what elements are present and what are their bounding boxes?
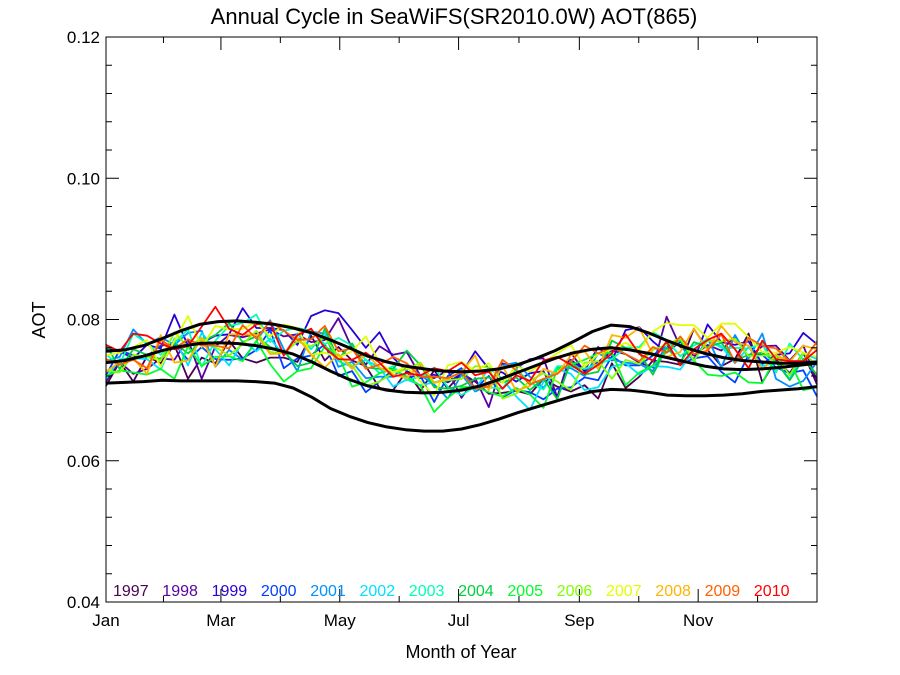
smoothed-curve-2 [105, 341, 818, 395]
y-axis: 0.04 0.06 0.08 0.10 0.12 [67, 28, 817, 612]
series-line-2006 [105, 329, 818, 400]
plot-lines [105, 305, 818, 433]
legend-label-1997: 1997 [113, 583, 149, 600]
legend-label-1998: 1998 [162, 583, 198, 600]
x-axis: Jan Mar May Jul Sep Nov [92, 37, 759, 630]
x-tick-label: Jul [448, 611, 470, 630]
legend-label-2003: 2003 [409, 583, 445, 600]
y-tick-label: 0.08 [67, 311, 100, 330]
y-axis-title: AOT [29, 301, 49, 338]
x-tick-label: May [324, 611, 357, 630]
legend-label-2010: 2010 [754, 583, 790, 600]
plot-frame [105, 36, 818, 603]
smoothed-curve-3 [105, 378, 818, 433]
x-axis-title: Month of Year [405, 642, 516, 662]
y-tick-label: 0.12 [67, 28, 100, 47]
y-tick-label: 0.06 [67, 452, 100, 471]
legend-label-2005: 2005 [507, 583, 543, 600]
y-tick-label: 0.10 [67, 169, 100, 188]
legend-label-2001: 2001 [310, 583, 346, 600]
x-tick-label: Sep [564, 611, 594, 630]
legend-label-2004: 2004 [458, 583, 494, 600]
legend: 1997 1998 1999 2000 2001 2002 2003 2004 2005 2006… [113, 583, 790, 600]
y-tick-label: 0.04 [67, 593, 100, 612]
legend-label-1999: 1999 [212, 583, 248, 600]
legend-label-2007: 2007 [606, 583, 642, 600]
series-line-2004 [105, 322, 818, 401]
chart-title: Annual Cycle in SeaWiFS(SR2010.0W) AOT(8… [211, 4, 698, 29]
x-tick-label: Mar [206, 611, 236, 630]
x-tick-label: Jan [92, 611, 119, 630]
x-tick-label: Nov [683, 611, 714, 630]
legend-label-2008: 2008 [655, 583, 691, 600]
legend-label-2009: 2009 [705, 583, 741, 600]
smoothed-curve-1 [105, 319, 818, 374]
legend-label-2006: 2006 [557, 583, 593, 600]
legend-label-2002: 2002 [360, 583, 396, 600]
legend-label-2000: 2000 [261, 583, 297, 600]
